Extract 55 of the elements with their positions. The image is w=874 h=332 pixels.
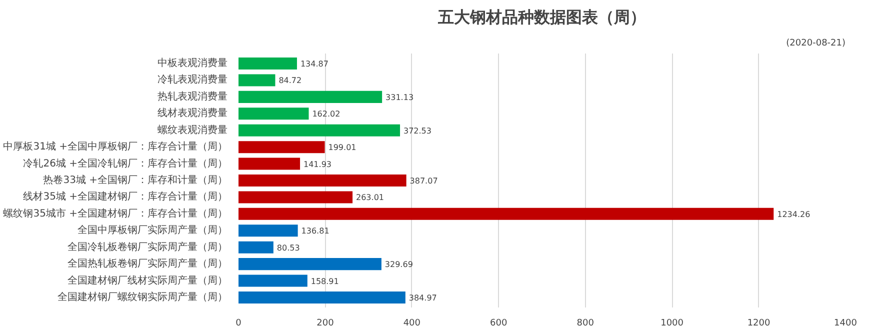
y-tick-label: 全国建材钢厂螺纹钢实际周产量（周） [58, 290, 228, 303]
y-tick-label: 螺纹钢35城市 +全国建材钢厂：库存合计量（周） [3, 207, 228, 220]
bar [238, 208, 774, 220]
x-tick-label: 1000 [660, 318, 684, 328]
y-tick-label: 热轧表观消费量 [158, 90, 228, 102]
y-tick-label: 冷轧表观消费量 [158, 74, 228, 86]
bar [238, 274, 308, 287]
bar [238, 74, 276, 86]
data-label: 1234.26 [777, 210, 810, 219]
x-tick-label: 1200 [747, 318, 771, 328]
x-tick-label: 800 [576, 318, 594, 328]
data-label: 263.01 [356, 193, 384, 202]
bar [238, 291, 406, 304]
bar [238, 174, 406, 187]
bar [238, 108, 309, 120]
x-tick-label: 200 [316, 318, 334, 328]
data-label: 372.53 [403, 126, 432, 136]
bar [238, 241, 274, 254]
data-label: 384.97 [408, 293, 437, 302]
y-tick-label: 中板表观消费量 [158, 57, 228, 70]
chart-subtitle: (2020-08-21) [786, 38, 846, 48]
data-label: 331.13 [386, 92, 414, 102]
data-label: 329.69 [384, 260, 413, 270]
bar [238, 58, 297, 70]
data-label: 158.91 [310, 276, 339, 286]
y-tick-label: 中厚板31城 +全国中厚板钢厂：库存合计量（周） [3, 140, 228, 153]
bar [238, 158, 300, 170]
data-label: 136.81 [301, 226, 330, 236]
y-tick-label: 螺纹表观消费量 [158, 124, 228, 136]
data-label: 199.01 [328, 143, 356, 152]
data-label: 80.53 [276, 243, 300, 252]
y-tick-label: 冷轧26城 +全国冷轧钢厂：库存合计量（周） [23, 157, 228, 170]
x-tick-label: 1400 [834, 318, 858, 328]
y-tick-label: 热卷33城 +全国钢厂：库存和计量（周） [43, 174, 228, 186]
data-label: 141.93 [304, 160, 332, 169]
data-label: 134.87 [300, 60, 328, 69]
y-tick-label: 全国冷轧板卷钢厂实际周产量（周） [68, 240, 228, 253]
x-tick-label: 600 [490, 318, 508, 328]
y-tick-label: 全国中厚板钢厂实际周产量（周） [78, 224, 228, 236]
chart-title: 五大钢材品种数据图表（周） [437, 8, 646, 26]
bar [238, 224, 298, 237]
data-label: 162.02 [312, 110, 340, 119]
x-tick-label: 0 [236, 318, 242, 328]
y-tick-label: 全国建材钢厂线材实际周产量（周） [68, 274, 228, 286]
bar [238, 258, 382, 270]
y-tick-label: 全国热轧板卷钢厂实际周产量（周） [68, 258, 228, 270]
data-label: 84.72 [278, 76, 302, 86]
data-label: 387.07 [410, 176, 438, 186]
x-tick-label: 400 [403, 318, 421, 328]
bar [238, 191, 353, 204]
bar [238, 124, 400, 136]
y-tick-label: 线材35城 +全国建材钢厂：库存合计量（周） [23, 190, 228, 203]
bar [238, 141, 325, 154]
bar [238, 90, 382, 103]
y-tick-label: 线材表观消费量 [158, 107, 228, 120]
